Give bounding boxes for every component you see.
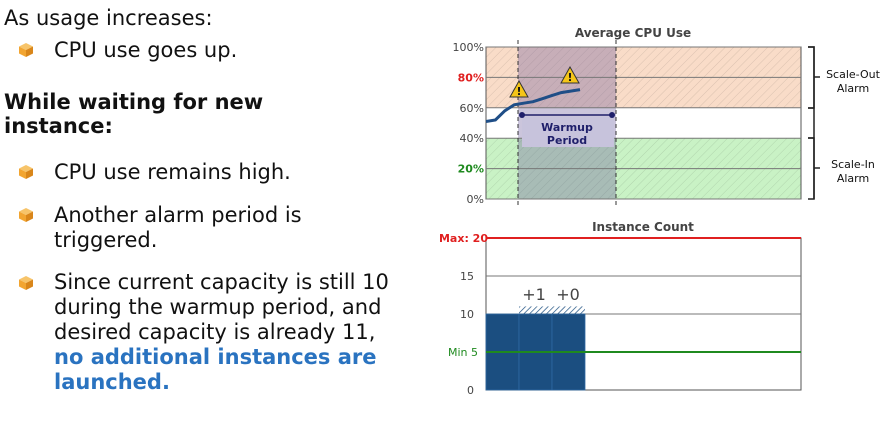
instance-y-tick-label: 10 bbox=[460, 308, 474, 321]
instance-y-ticks: 0 10 15 bbox=[460, 270, 474, 397]
cpu-y-tick-label: 0% bbox=[467, 193, 484, 206]
bullet-capacity-explanation: Since current capacity is still 10 durin… bbox=[54, 270, 394, 395]
heading-waiting-new-instance: While waiting for new instance: bbox=[4, 90, 264, 138]
cube-icon bbox=[19, 276, 33, 290]
warmup-label-box bbox=[522, 117, 614, 147]
cpu-y-tick-label: 60% bbox=[460, 102, 484, 115]
scale-out-alarm-label-line1: Scale-Out bbox=[826, 68, 881, 81]
cube-icon bbox=[19, 208, 33, 222]
warmup-label-line1: Warmup bbox=[541, 121, 593, 134]
bullet-cpu-up: CPU use goes up. bbox=[54, 38, 238, 62]
cpu-y-tick-label: 40% bbox=[460, 132, 484, 145]
bullet-cpu-remains-high: CPU use remains high. bbox=[54, 160, 291, 184]
scale-in-alarm-label-line1: Scale-In bbox=[831, 158, 875, 171]
svg-text:!: ! bbox=[567, 71, 572, 84]
warmup-label-line2: Period bbox=[547, 134, 587, 147]
capacity-explanation-text: Since current capacity is still 10 durin… bbox=[54, 270, 389, 344]
scale-in-bracket bbox=[808, 137, 815, 200]
min-capacity-label: Min 5 bbox=[448, 346, 478, 359]
no-added-instances-annotation: +0 bbox=[556, 285, 580, 304]
left-text-panel: As usage increases: CPU use goes up. Whi… bbox=[0, 0, 420, 422]
max-capacity-label: Max: 20 bbox=[439, 232, 488, 245]
svg-text:!: ! bbox=[516, 85, 521, 98]
cpu-y-tick-label: 100% bbox=[453, 41, 484, 54]
bullet-alarm-triggered: Another alarm period is triggered. bbox=[54, 203, 302, 252]
scale-out-alarm-label-line2: Alarm bbox=[837, 82, 869, 95]
cpu-y-tick-label: 80% bbox=[458, 71, 484, 84]
heading-usage-increases: As usage increases: bbox=[4, 6, 213, 30]
added-instances-annotation: +1 bbox=[522, 285, 546, 304]
scale-out-bracket bbox=[808, 46, 815, 109]
pending-instance-bar bbox=[552, 306, 585, 314]
instance-y-tick-label: 15 bbox=[460, 270, 474, 283]
instance-y-tick-label: 0 bbox=[467, 384, 474, 397]
warning-triangle-icon: ! bbox=[560, 65, 580, 84]
cube-icon bbox=[19, 43, 33, 57]
instance-bars bbox=[485, 306, 586, 391]
warning-triangle-icon: ! bbox=[509, 79, 529, 98]
no-additional-instances-text: no additional instances are launched. bbox=[54, 345, 377, 394]
cpu-y-tick-label: 20% bbox=[458, 163, 484, 176]
pending-instance-bar bbox=[519, 306, 552, 314]
instance-chart-title: Instance Count bbox=[592, 220, 694, 234]
cpu-use-series-line bbox=[485, 88, 581, 123]
scale-in-alarm-label-line2: Alarm bbox=[837, 172, 869, 185]
cpu-chart-title: Average CPU Use bbox=[575, 26, 691, 40]
cube-icon bbox=[19, 165, 33, 179]
cpu-y-ticks: 0% 20% 40% 60% 80% 100% bbox=[453, 41, 484, 206]
